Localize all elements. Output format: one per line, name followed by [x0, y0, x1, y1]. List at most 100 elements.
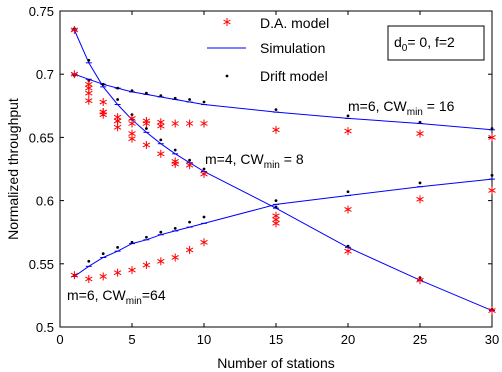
da-point-cw8 — [99, 108, 107, 117]
da-point-cw8 — [344, 247, 352, 256]
x-axis-ticks: 0 5 10 15 20 25 30 — [56, 11, 499, 347]
da-point-cw8 — [171, 159, 179, 168]
simulation-line-cw16 — [74, 73, 493, 131]
da-point-cw16 — [171, 119, 179, 128]
x-tick-label: 10 — [197, 332, 211, 347]
simulation-lines — [71, 29, 495, 312]
drift-point-cw16 — [188, 98, 192, 101]
param-box: d0= 0, f=2 — [387, 25, 485, 61]
x-axis-label: Number of stations — [217, 355, 335, 371]
y-tick-label: 0.5 — [36, 320, 54, 335]
x-tick-label: 0 — [56, 332, 63, 347]
x-tick-label: 30 — [485, 332, 499, 347]
x-tick-label: 5 — [128, 332, 135, 347]
da-point-cw16 — [416, 129, 424, 138]
y-tick-label: 0.55 — [29, 257, 54, 272]
drift-point-cw8 — [159, 138, 163, 142]
da-point-cw8 — [99, 98, 107, 107]
plot-area — [59, 10, 493, 328]
da-point-cw16 — [70, 70, 79, 79]
da-point-cw8 — [200, 170, 208, 179]
param-box-frame — [387, 25, 485, 61]
x-tick-label: 15 — [269, 332, 283, 347]
da-point-cw64 — [70, 271, 79, 280]
drift-point-cw16 — [173, 96, 177, 100]
da-point-cw16 — [344, 127, 352, 136]
da-point-cw16 — [128, 119, 136, 128]
label-cw64: m=6, CWmin=64 — [67, 287, 166, 307]
drift-point-cw8 — [346, 244, 350, 248]
drift-point-cw8 — [274, 205, 278, 209]
drift-point-cw64 — [173, 227, 177, 230]
drift-point-cw8 — [173, 148, 177, 152]
y-tick-label: 0.6 — [36, 194, 54, 209]
da-point-cw64 — [272, 211, 280, 220]
da-point-cw64 — [344, 205, 352, 214]
da-point-cw64 — [171, 253, 179, 262]
da-point-cw64 — [185, 245, 194, 254]
drift-point-cw64 — [145, 235, 148, 239]
drift-point-cw64 — [490, 173, 494, 177]
x-tick-label: 25 — [413, 332, 427, 347]
da-point-cw8 — [70, 25, 79, 34]
simulation-line-cw8 — [73, 29, 493, 312]
y-tick-label: 0.7 — [36, 67, 54, 82]
drift-point-cw8 — [116, 98, 119, 101]
da-point-cw64 — [85, 274, 93, 283]
drift-point-cw16 — [159, 94, 163, 98]
x-tick-label: 20 — [341, 332, 355, 347]
drift-point-cw16 — [418, 120, 422, 124]
da-point-cw8 — [113, 123, 122, 132]
drift-point-cw64 — [116, 245, 119, 249]
drift-point-cw64 — [87, 259, 91, 263]
simulation-line-cw64 — [74, 178, 493, 277]
drift-point-cw8 — [188, 158, 192, 162]
label-cw16: m=6, CWmin = 16 — [348, 98, 455, 118]
y-tick-label: 0.65 — [29, 130, 54, 145]
legend-drift-label: Drift model — [260, 68, 328, 84]
drift-point-cw64 — [274, 199, 278, 203]
drift-point-cw64 — [202, 215, 206, 219]
legend-drift-marker — [225, 74, 229, 78]
drift-point-cw8 — [101, 82, 105, 86]
drift-point-cw16 — [130, 89, 134, 93]
legend: D.A. model Simulation Drift model — [207, 15, 329, 84]
da-point-cw16 — [272, 125, 280, 134]
da-point-cw64 — [128, 266, 136, 275]
drift-point-cw8 — [145, 127, 148, 130]
drift-point-cw16 — [490, 127, 494, 130]
label-cw8: m=4, CWmin = 8 — [205, 151, 304, 171]
da-point-cw16 — [157, 122, 165, 131]
drift-point-cw8 — [202, 167, 206, 171]
da-point-cw64 — [157, 257, 165, 266]
drift-point-cw64 — [159, 230, 163, 234]
da-point-cw16 — [200, 119, 208, 128]
legend-da-label: D.A. model — [260, 15, 329, 31]
da-point-cw64 — [142, 261, 151, 270]
y-axis-label: Normalized throughput — [5, 98, 21, 240]
da-point-cw8 — [128, 134, 136, 143]
drift-point-cw64 — [130, 240, 134, 244]
da-point-cw8 — [85, 84, 93, 93]
y-axis-ticks: 0.5 0.55 0.6 0.65 0.7 0.75 — [29, 4, 492, 335]
drift-point-cw16 — [346, 114, 350, 118]
legend-da-asterisk — [223, 18, 231, 26]
legend-simulation-label: Simulation — [260, 40, 325, 56]
drift-point-cw16 — [145, 91, 148, 95]
drift-point-cw64 — [346, 190, 350, 194]
drift-point-cw64 — [101, 252, 105, 256]
da-point-cw16 — [85, 96, 93, 105]
da-point-cw8 — [142, 140, 151, 149]
da-point-cw64 — [200, 238, 208, 247]
da-model-points — [70, 25, 496, 315]
param-box-text: d0= 0, f=2 — [394, 34, 455, 54]
da-point-cw16 — [488, 133, 496, 142]
da-point-cw8 — [185, 161, 194, 170]
y-tick-label: 0.75 — [29, 4, 54, 19]
drift-point-cw64 — [418, 181, 422, 185]
legend-da-marker — [223, 18, 231, 26]
drift-point-cw16 — [202, 100, 206, 104]
da-point-cw8 — [272, 219, 280, 228]
da-point-cw64 — [488, 186, 496, 195]
